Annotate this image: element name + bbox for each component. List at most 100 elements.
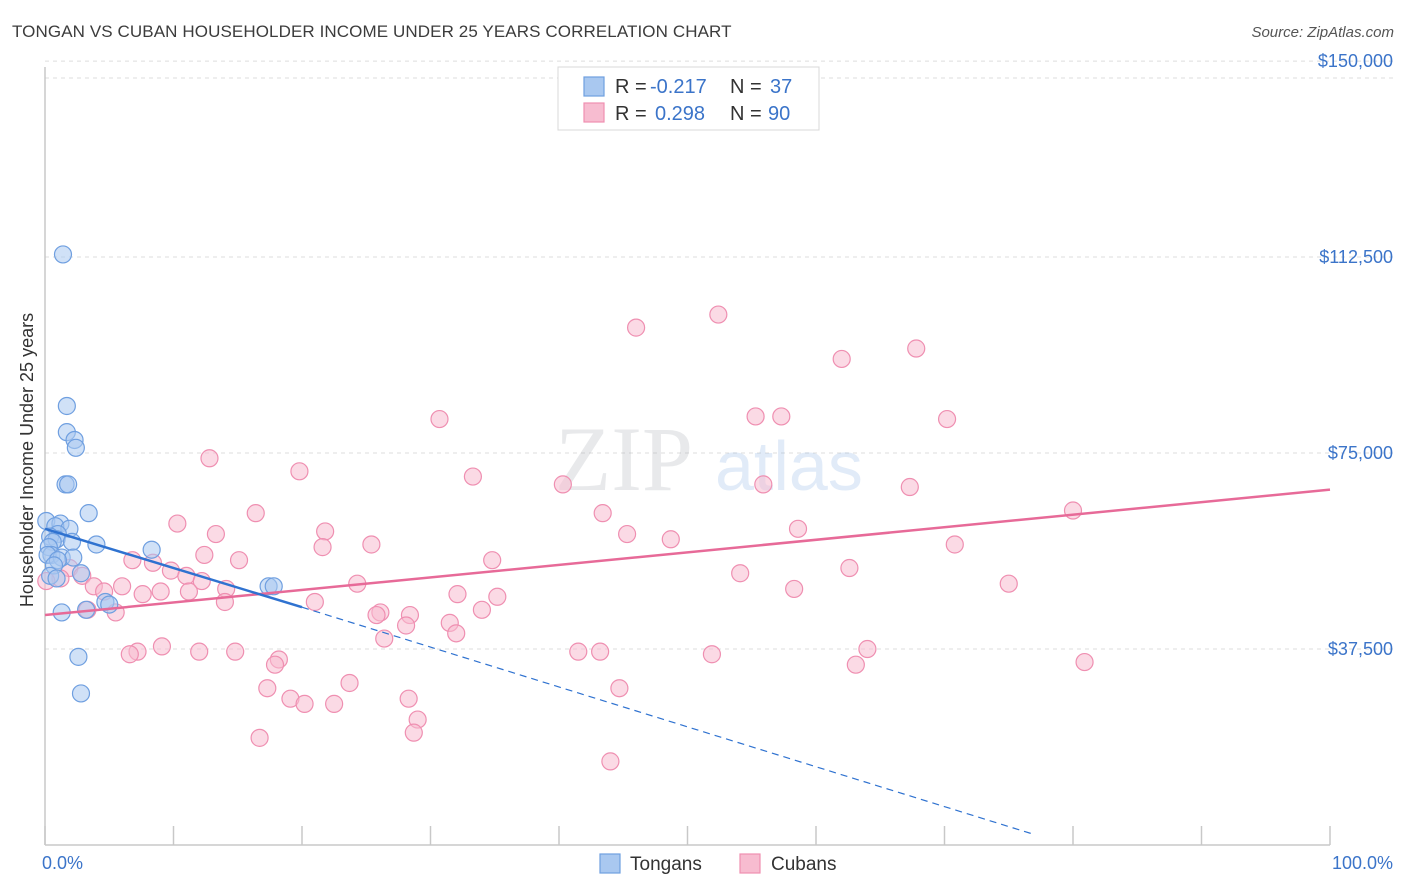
- data-point-tongans: [69, 647, 88, 666]
- data-point-tongans: [142, 540, 161, 559]
- data-point-cubans: [463, 467, 483, 486]
- series-tongans: [37, 245, 283, 703]
- data-point-cubans: [907, 339, 926, 358]
- data-point-cubans: [754, 475, 773, 494]
- data-point-cubans: [746, 407, 765, 426]
- data-point-cubans: [258, 679, 277, 698]
- data-point-cubans: [661, 530, 680, 549]
- data-point-cubans: [112, 577, 132, 596]
- data-point-cubans: [168, 514, 187, 533]
- data-point-cubans: [702, 645, 722, 664]
- legend-top: R = -0.217 N = 37 R = 0.298 N = 90: [557, 66, 820, 131]
- data-point-cubans: [295, 694, 314, 713]
- data-point-cubans: [200, 449, 219, 468]
- data-point-cubans: [305, 592, 324, 612]
- legend-r-value-cubans: 0.298: [655, 103, 705, 125]
- y-tick-label: $37,500: [1328, 639, 1393, 659]
- legend-r-label-tongans: R =: [615, 76, 647, 98]
- data-point-cubans: [483, 551, 502, 570]
- legend-bottom-label-cubans: Cubans: [771, 854, 837, 875]
- data-point-cubans: [731, 564, 750, 583]
- data-point-tongans: [66, 438, 85, 457]
- series-cubans: [37, 305, 1094, 771]
- data-point-cubans: [785, 579, 804, 599]
- y-axis-label: Householder Income Under 25 years: [17, 313, 37, 607]
- data-point-cubans: [618, 524, 637, 544]
- data-point-cubans: [325, 694, 344, 713]
- watermark: ZIP atlas: [555, 408, 863, 510]
- data-point-cubans: [190, 642, 209, 661]
- data-point-cubans: [626, 318, 646, 337]
- data-point-cubans: [226, 642, 245, 661]
- legend-n-label-tongans: N =: [730, 76, 762, 98]
- y-tick-label: $150,000: [1318, 51, 1393, 71]
- x-tick-label-min: 0.0%: [42, 853, 83, 873]
- data-point-cubans: [396, 616, 416, 635]
- data-point-cubans: [179, 582, 199, 601]
- data-point-cubans: [945, 535, 964, 554]
- data-point-cubans: [900, 477, 919, 497]
- data-point-cubans: [591, 642, 610, 661]
- data-point-tongans: [53, 245, 73, 264]
- data-point-cubans: [195, 545, 214, 565]
- data-point-cubans: [472, 600, 491, 619]
- x-tick-label-max: 100.0%: [1332, 853, 1393, 873]
- watermark-zip: ZIP: [555, 408, 693, 510]
- legend-bottom-swatch-cubans: [739, 853, 761, 874]
- data-point-tongans: [264, 577, 283, 596]
- data-point-tongans: [71, 684, 91, 703]
- data-point-cubans: [610, 679, 629, 698]
- data-point-cubans: [447, 624, 466, 643]
- data-point-cubans: [553, 475, 572, 494]
- data-point-cubans: [229, 551, 249, 570]
- legend-bottom: Tongans Cubans: [599, 853, 837, 875]
- data-point-cubans: [840, 558, 859, 578]
- data-point-cubans: [937, 409, 957, 429]
- data-point-cubans: [601, 752, 620, 771]
- trend-lines: [44, 488, 1331, 836]
- data-point-cubans: [832, 349, 851, 369]
- data-point-cubans: [1075, 652, 1094, 672]
- legend-r-value-tongans: -0.217: [650, 76, 707, 98]
- data-point-cubans: [152, 637, 172, 656]
- data-point-cubans: [313, 538, 332, 557]
- data-point-tongans: [59, 475, 78, 494]
- data-point-cubans: [290, 462, 309, 481]
- trend-line-tongans-extension: [301, 606, 1035, 836]
- legend-bottom-label-tongans: Tongans: [630, 854, 702, 875]
- data-point-tongans: [64, 548, 83, 567]
- legend-n-label-cubans: N =: [730, 103, 762, 125]
- data-point-cubans: [250, 728, 269, 747]
- legend-n-value-tongans: 37: [770, 76, 792, 98]
- data-point-cubans: [265, 655, 285, 674]
- data-point-cubans: [772, 407, 791, 426]
- data-point-tongans: [57, 396, 76, 416]
- tick-labels: $37,500 $75,000 $112,500 $150,000 0.0% 100.0%: [42, 51, 1393, 873]
- data-point-cubans: [430, 409, 449, 429]
- watermark-atlas: atlas: [715, 427, 863, 505]
- legend-swatch-tongans: [583, 76, 605, 97]
- legend-n-value-cubans: 90: [768, 103, 790, 125]
- data-point-tongans: [79, 504, 98, 523]
- data-point-cubans: [709, 305, 728, 324]
- data-point-cubans: [206, 524, 226, 544]
- data-point-cubans: [399, 689, 418, 708]
- data-point-tongans: [71, 564, 91, 583]
- trend-line-tongans: [44, 527, 303, 609]
- data-point-tongans: [47, 569, 66, 588]
- data-point-cubans: [593, 504, 612, 523]
- data-point-cubans: [846, 655, 865, 674]
- data-point-cubans: [999, 574, 1018, 593]
- chart-title: TONGAN VS CUBAN HOUSEHOLDER INCOME UNDER…: [12, 22, 732, 41]
- data-point-cubans: [569, 642, 588, 661]
- axes: [44, 67, 1331, 846]
- data-point-cubans: [246, 504, 265, 523]
- data-point-cubans: [151, 582, 170, 601]
- legend-r-label-cubans: R =: [615, 103, 647, 125]
- data-point-cubans: [316, 522, 335, 541]
- legend-bottom-swatch-tongans: [599, 853, 621, 874]
- legend-swatch-cubans: [583, 102, 605, 123]
- data-point-cubans: [133, 585, 152, 604]
- data-point-cubans: [788, 519, 808, 538]
